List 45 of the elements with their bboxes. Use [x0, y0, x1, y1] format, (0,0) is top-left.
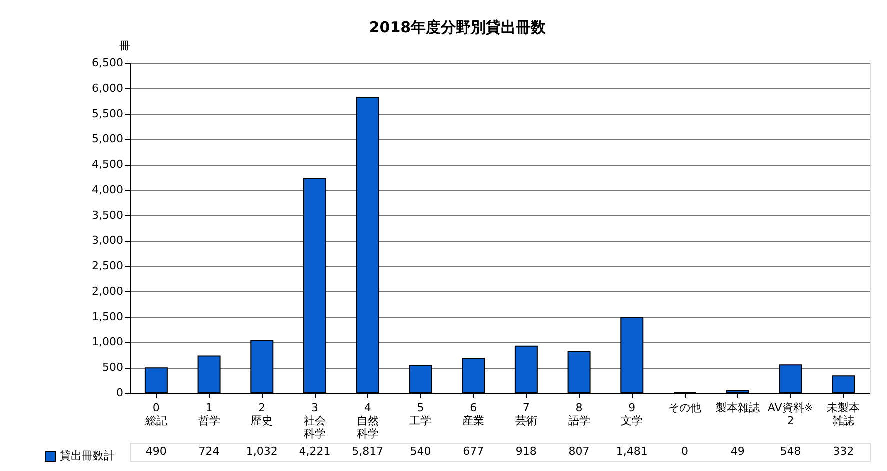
y-tick-label: 2,000 — [92, 284, 124, 298]
y-tick-label: 6,500 — [92, 56, 124, 70]
x-tick-label: 6 産業 — [462, 402, 485, 428]
x-tick-label: 0 総記 — [144, 402, 168, 428]
x-tick-label: 未製本雑誌 — [827, 402, 860, 428]
x-tick-label: 9 文学 — [621, 402, 644, 428]
y-tick-label: 0 — [116, 386, 124, 400]
data-label: 1,032 — [246, 445, 278, 458]
x-tick-label: 2 歴史 — [251, 402, 274, 428]
data-label: 4,221 — [299, 445, 331, 458]
y-tick-label: 3,000 — [92, 234, 124, 248]
data-label: 0 — [682, 445, 688, 458]
x-tick-label: 3 社会科学 — [304, 402, 326, 440]
data-label: 540 — [410, 445, 432, 458]
y-tick-label: 3,500 — [92, 208, 124, 222]
chart-title: 2018年度分野別貸出冊数 — [369, 18, 548, 36]
data-label: 807 — [568, 445, 590, 458]
x-tick-label: 8 語学 — [568, 402, 590, 428]
y-tick-label: 4,500 — [92, 158, 124, 172]
data-label: 490 — [146, 445, 167, 458]
data-label: 5,817 — [352, 445, 384, 458]
y-tick-label: 5,000 — [92, 132, 124, 146]
y-tick-label: 5,500 — [92, 107, 124, 120]
data-label: 677 — [463, 445, 484, 458]
x-tick-label: 4 自然科学 — [356, 402, 379, 440]
x-tick-label: その他 — [668, 402, 702, 414]
y-tick-label: 4,000 — [92, 183, 124, 196]
x-tick-label: AV資料※ 2 — [768, 402, 814, 428]
data-label: 918 — [516, 445, 537, 458]
x-tick-label: 7 芸術 — [515, 402, 538, 428]
data-label: 1,481 — [616, 445, 648, 458]
data-label: 548 — [780, 445, 802, 458]
y-tick-label: 6,000 — [92, 82, 124, 95]
y-tick-label: 500 — [102, 361, 124, 374]
legend-label: 貸出冊数計 — [60, 450, 115, 462]
data-label: 724 — [198, 445, 220, 458]
data-label: 332 — [833, 445, 854, 458]
y-tick-label: 2,500 — [92, 260, 124, 273]
y-axis-title: 冊 — [120, 40, 130, 52]
x-tick-label: 5 工学 — [410, 402, 432, 428]
x-tick-label: 製本雑誌 — [716, 402, 760, 414]
y-tick-label: 1,500 — [92, 310, 124, 324]
data-label: 49 — [730, 445, 745, 458]
y-tick-label: 1,000 — [92, 336, 124, 349]
x-tick-label: 1 哲学 — [198, 402, 220, 428]
